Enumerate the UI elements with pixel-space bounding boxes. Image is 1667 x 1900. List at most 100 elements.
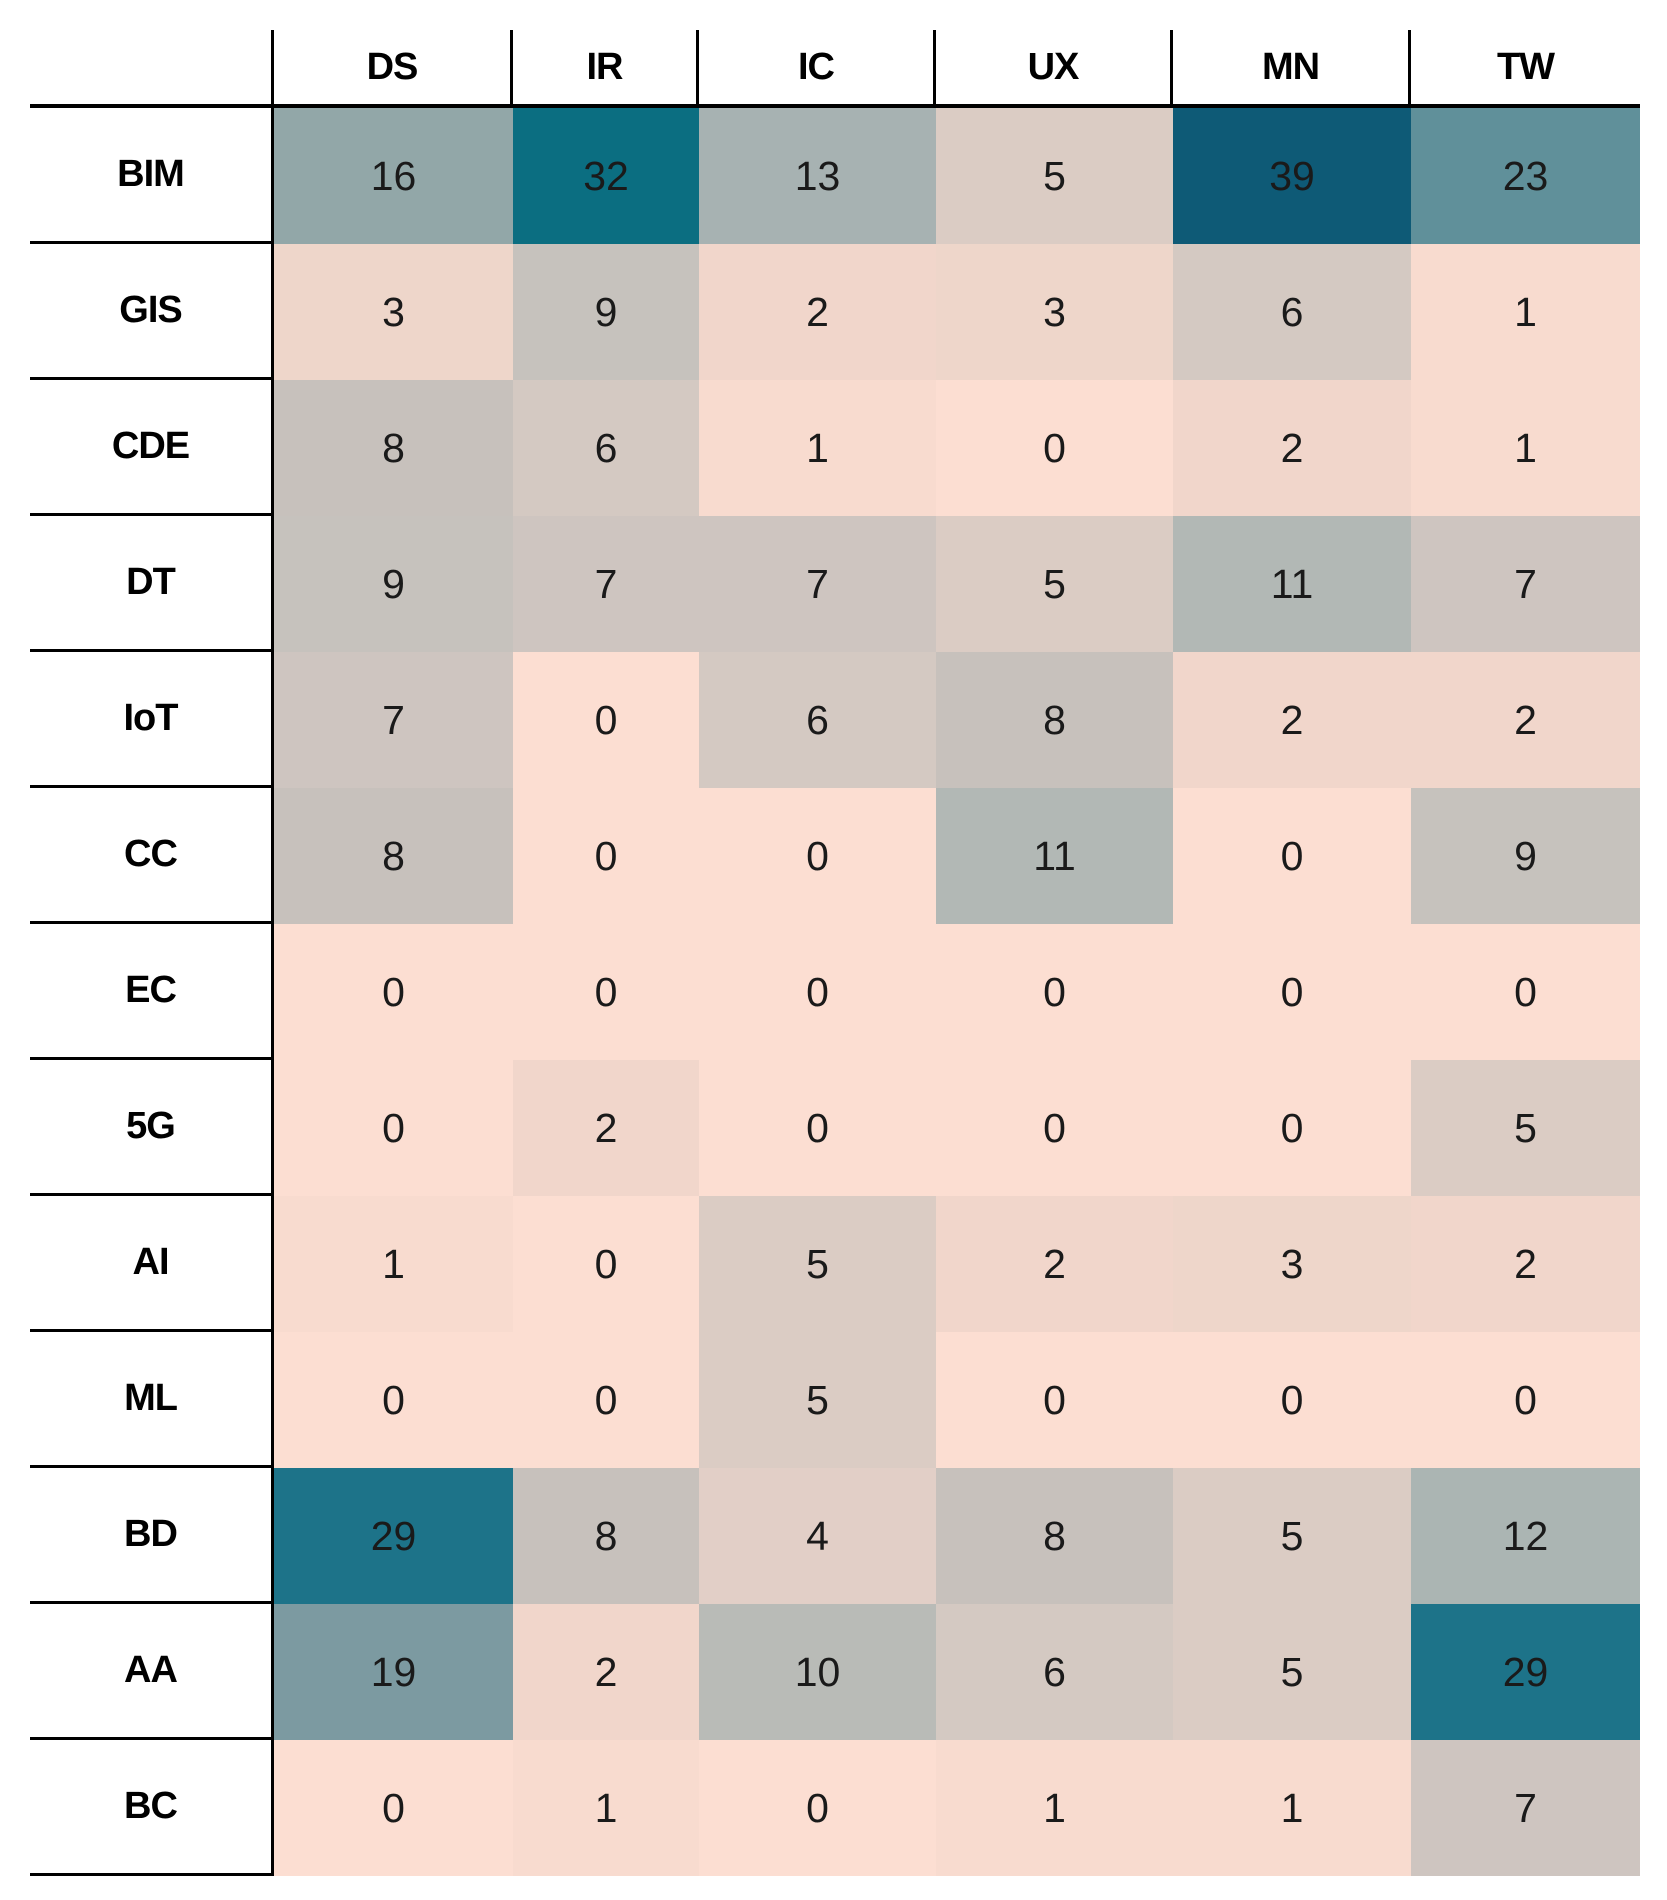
heatmap-cell-aa-mn: 5 <box>1173 1604 1411 1740</box>
heatmap-cell-ec-ds: 0 <box>274 924 513 1060</box>
heatmap-cell-dt-ic: 7 <box>699 516 936 652</box>
heatmap-cell-iot-ic: 6 <box>699 652 936 788</box>
corner-cell <box>30 30 274 108</box>
heatmap-cell-cc-ir: 0 <box>513 788 699 924</box>
heatmap-cell-iot-ds: 7 <box>274 652 513 788</box>
heatmap-cell-bc-mn: 1 <box>1173 1740 1411 1876</box>
heatmap-cell-5g-ds: 0 <box>274 1060 513 1196</box>
row-label-cc: CC <box>30 788 274 924</box>
heatmap-cell-cde-ux: 0 <box>936 380 1173 516</box>
heatmap-cell-iot-ux: 8 <box>936 652 1173 788</box>
heatmap-cell-ai-ds: 1 <box>274 1196 513 1332</box>
heatmap-cell-ai-mn: 3 <box>1173 1196 1411 1332</box>
row-label-bd: BD <box>30 1468 274 1604</box>
heatmap-cell-gis-ds: 3 <box>274 244 513 380</box>
heatmap-cell-gis-ic: 2 <box>699 244 936 380</box>
column-header-ic: IC <box>699 30 936 108</box>
column-header-ux: UX <box>936 30 1173 108</box>
row-label-dt: DT <box>30 516 274 652</box>
heatmap-cell-5g-ic: 0 <box>699 1060 936 1196</box>
row-label-bc: BC <box>30 1740 274 1876</box>
heatmap-cell-gis-ir: 9 <box>513 244 699 380</box>
heatmap-cell-aa-ic: 10 <box>699 1604 936 1740</box>
heatmap-cell-ai-ux: 2 <box>936 1196 1173 1332</box>
heatmap-cell-iot-mn: 2 <box>1173 652 1411 788</box>
heatmap-cell-cde-mn: 2 <box>1173 380 1411 516</box>
heatmap-cell-iot-tw: 2 <box>1411 652 1640 788</box>
row-label-aa: AA <box>30 1604 274 1740</box>
heatmap-cell-gis-tw: 1 <box>1411 244 1640 380</box>
heatmap-cell-bc-ir: 1 <box>513 1740 699 1876</box>
heatmap-cell-ml-ux: 0 <box>936 1332 1173 1468</box>
heatmap-cell-aa-ux: 6 <box>936 1604 1173 1740</box>
heatmap-grid: DS IR IC UX MN TW BIM 16 32 13 5 39 23 GIS 3 9 2 3 6 1 CDE 8 6… <box>30 30 1640 1876</box>
row-label-iot: IoT <box>30 652 274 788</box>
column-header-ir: IR <box>513 30 699 108</box>
heatmap-cell-gis-mn: 6 <box>1173 244 1411 380</box>
heatmap-cell-cde-ds: 8 <box>274 380 513 516</box>
heatmap-cell-cc-ic: 0 <box>699 788 936 924</box>
heatmap-cell-bd-ds: 29 <box>274 1468 513 1604</box>
heatmap-cell-ec-mn: 0 <box>1173 924 1411 1060</box>
column-header-tw: TW <box>1411 30 1640 108</box>
heatmap-cell-cde-ir: 6 <box>513 380 699 516</box>
heatmap-cell-bd-ic: 4 <box>699 1468 936 1604</box>
row-label-ai: AI <box>30 1196 274 1332</box>
heatmap-cell-aa-tw: 29 <box>1411 1604 1640 1740</box>
heatmap-cell-bim-ir: 32 <box>513 108 699 244</box>
heatmap-cell-cc-tw: 9 <box>1411 788 1640 924</box>
column-header-mn: MN <box>1173 30 1411 108</box>
heatmap-cell-aa-ir: 2 <box>513 1604 699 1740</box>
heatmap-cell-bim-mn: 39 <box>1173 108 1411 244</box>
row-label-bim: BIM <box>30 108 274 244</box>
heatmap-cell-cc-mn: 0 <box>1173 788 1411 924</box>
heatmap-cell-ml-tw: 0 <box>1411 1332 1640 1468</box>
heatmap-cell-cde-tw: 1 <box>1411 380 1640 516</box>
heatmap-cell-ml-mn: 0 <box>1173 1332 1411 1468</box>
row-label-ml: ML <box>30 1332 274 1468</box>
heatmap-cell-bd-ir: 8 <box>513 1468 699 1604</box>
heatmap-cell-dt-ir: 7 <box>513 516 699 652</box>
heatmap-cell-ai-ic: 5 <box>699 1196 936 1332</box>
heatmap-cell-5g-mn: 0 <box>1173 1060 1411 1196</box>
heatmap-cell-ec-ir: 0 <box>513 924 699 1060</box>
column-header-ds: DS <box>274 30 513 108</box>
heatmap-cell-dt-tw: 7 <box>1411 516 1640 652</box>
heatmap-cell-bd-mn: 5 <box>1173 1468 1411 1604</box>
heatmap-cell-dt-mn: 11 <box>1173 516 1411 652</box>
heatmap-cell-iot-ir: 0 <box>513 652 699 788</box>
heatmap-cell-ml-ds: 0 <box>274 1332 513 1468</box>
heatmap-cell-bc-ux: 1 <box>936 1740 1173 1876</box>
row-label-gis: GIS <box>30 244 274 380</box>
heatmap-cell-cde-ic: 1 <box>699 380 936 516</box>
row-label-cde: CDE <box>30 380 274 516</box>
heatmap-cell-ai-tw: 2 <box>1411 1196 1640 1332</box>
heatmap-cell-aa-ds: 19 <box>274 1604 513 1740</box>
heatmap-cell-gis-ux: 3 <box>936 244 1173 380</box>
heatmap-cell-ec-tw: 0 <box>1411 924 1640 1060</box>
row-label-ec: EC <box>30 924 274 1060</box>
heatmap-cell-5g-ux: 0 <box>936 1060 1173 1196</box>
heatmap-cell-ai-ir: 0 <box>513 1196 699 1332</box>
heatmap-cell-dt-ds: 9 <box>274 516 513 652</box>
heatmap-cell-5g-tw: 5 <box>1411 1060 1640 1196</box>
heatmap-cell-5g-ir: 2 <box>513 1060 699 1196</box>
heatmap-cell-ml-ir: 0 <box>513 1332 699 1468</box>
heatmap-cell-cc-ds: 8 <box>274 788 513 924</box>
heatmap-cell-bim-ux: 5 <box>936 108 1173 244</box>
row-label-5g: 5G <box>30 1060 274 1196</box>
heatmap-cell-bim-tw: 23 <box>1411 108 1640 244</box>
heatmap-cell-bd-ux: 8 <box>936 1468 1173 1604</box>
heatmap-cell-ml-ic: 5 <box>699 1332 936 1468</box>
heatmap-cell-cc-ux: 11 <box>936 788 1173 924</box>
heatmap-cell-bim-ic: 13 <box>699 108 936 244</box>
heatmap-cell-bd-tw: 12 <box>1411 1468 1640 1604</box>
heatmap-cell-ec-ux: 0 <box>936 924 1173 1060</box>
heatmap-cell-bc-ds: 0 <box>274 1740 513 1876</box>
heatmap-cell-bc-ic: 0 <box>699 1740 936 1876</box>
heatmap-cell-bc-tw: 7 <box>1411 1740 1640 1876</box>
heatmap-cell-ec-ic: 0 <box>699 924 936 1060</box>
heatmap-cell-dt-ux: 5 <box>936 516 1173 652</box>
heatmap-cell-bim-ds: 16 <box>274 108 513 244</box>
